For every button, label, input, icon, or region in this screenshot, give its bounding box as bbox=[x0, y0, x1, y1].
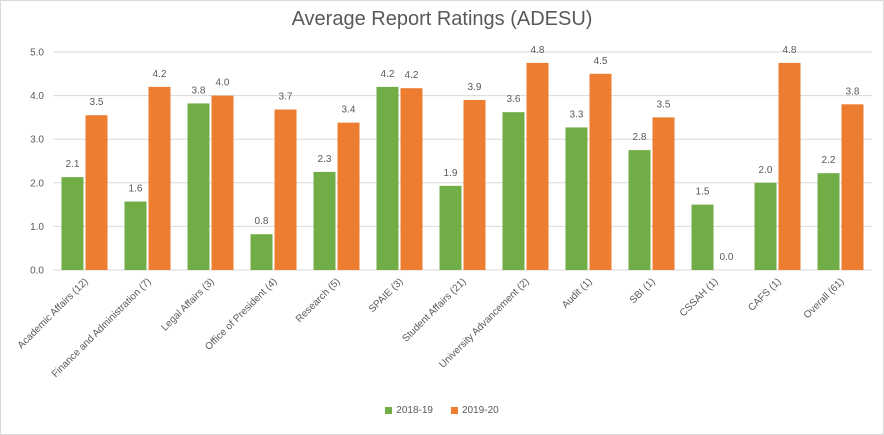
data-label: 3.8 bbox=[846, 86, 860, 97]
data-label: 3.5 bbox=[90, 97, 104, 108]
y-tick-label: 1.0 bbox=[30, 222, 44, 233]
y-tick-label: 2.0 bbox=[30, 178, 44, 189]
data-label: 4.2 bbox=[405, 70, 419, 81]
legend-item-2019-20: 2019-20 bbox=[451, 405, 499, 416]
legend-swatch-2018-19 bbox=[385, 407, 393, 414]
data-label: 3.4 bbox=[342, 105, 356, 116]
bar-2018-19 bbox=[565, 127, 588, 270]
bar-2018-19 bbox=[691, 204, 714, 270]
y-tick-label: 5.0 bbox=[30, 48, 44, 59]
legend-label-2018-19: 2018-19 bbox=[396, 405, 433, 416]
x-tick-label: CAFS (1) bbox=[746, 276, 783, 313]
bar-2018-19 bbox=[187, 103, 210, 270]
legend-item-2018-19: 2018-19 bbox=[385, 405, 433, 416]
data-label: 4.0 bbox=[216, 78, 230, 89]
data-label: 3.7 bbox=[279, 92, 293, 103]
bar-2019-20 bbox=[652, 117, 675, 271]
data-label: 2.3 bbox=[318, 154, 332, 165]
x-tick-label: Legal Affairs (3) bbox=[159, 276, 216, 333]
data-label: 0.0 bbox=[720, 252, 734, 263]
bar-2019-20 bbox=[400, 88, 423, 270]
y-tick-label: 0.0 bbox=[30, 266, 44, 277]
legend-label-2019-20: 2019-20 bbox=[462, 405, 499, 416]
x-tick-label: Office of President (4) bbox=[203, 276, 279, 352]
bar-2018-19 bbox=[502, 112, 525, 270]
y-tick-label: 4.0 bbox=[30, 91, 44, 102]
data-label: 3.8 bbox=[192, 85, 206, 96]
bar-2019-20 bbox=[589, 73, 612, 270]
bar-2019-20 bbox=[841, 104, 864, 270]
bar-2018-19 bbox=[817, 173, 840, 270]
x-tick-label: Academic Affairs (12) bbox=[16, 276, 91, 351]
data-label: 1.9 bbox=[444, 168, 458, 179]
data-label: 2.1 bbox=[66, 159, 80, 170]
data-label: 3.6 bbox=[507, 94, 521, 105]
chart-title: Average Report Ratings (ADESU) bbox=[291, 8, 593, 30]
bar-2018-19 bbox=[313, 171, 336, 270]
bar-2019-20 bbox=[463, 99, 486, 271]
data-label: 2.2 bbox=[822, 155, 836, 166]
data-label: 3.5 bbox=[657, 99, 671, 110]
data-label: 3.3 bbox=[570, 109, 584, 120]
bar-2019-20 bbox=[148, 86, 171, 270]
bar-2019-20 bbox=[337, 122, 360, 270]
bar-2018-19 bbox=[61, 177, 84, 270]
data-label: 4.8 bbox=[531, 45, 545, 56]
data-label: 1.5 bbox=[696, 187, 710, 198]
legend-swatch-2019-20 bbox=[451, 407, 458, 414]
x-tick-label: Audit (1) bbox=[560, 276, 595, 311]
legend: 2018-19 2019-20 bbox=[0, 405, 884, 416]
bar-2018-19 bbox=[124, 201, 147, 270]
bar-2018-19 bbox=[754, 182, 777, 270]
data-label: 4.2 bbox=[381, 69, 395, 80]
bar-2019-20 bbox=[211, 95, 234, 270]
bar-2019-20 bbox=[274, 109, 297, 270]
data-label: 2.0 bbox=[759, 165, 773, 176]
bar-2019-20 bbox=[85, 115, 108, 270]
bar-2018-19 bbox=[376, 86, 399, 270]
data-label: 2.8 bbox=[633, 132, 647, 143]
x-tick-label: SBI (1) bbox=[628, 276, 658, 306]
data-label: 3.9 bbox=[468, 82, 482, 93]
x-tick-label: Overall (61) bbox=[802, 276, 847, 321]
bar-2018-19 bbox=[250, 234, 273, 270]
x-tick-label: CSSAH (1) bbox=[678, 276, 721, 319]
data-label: 0.8 bbox=[255, 216, 269, 227]
x-tick-label: Research (5) bbox=[294, 276, 343, 325]
bar-2019-20 bbox=[526, 62, 549, 271]
bar-2018-19 bbox=[439, 185, 462, 270]
data-label: 4.8 bbox=[783, 45, 797, 56]
data-label: 1.6 bbox=[129, 184, 143, 195]
y-tick-label: 3.0 bbox=[30, 135, 44, 146]
x-tick-label: SPAIE (3) bbox=[367, 276, 406, 315]
x-tick-label: Finance and Administration (7) bbox=[50, 276, 154, 380]
bar-2018-19 bbox=[628, 150, 651, 270]
x-tick-label: Student Affairs (21) bbox=[400, 276, 468, 344]
data-label: 4.2 bbox=[153, 69, 167, 80]
data-label: 4.5 bbox=[594, 56, 608, 67]
bar-2019-20 bbox=[778, 62, 801, 271]
